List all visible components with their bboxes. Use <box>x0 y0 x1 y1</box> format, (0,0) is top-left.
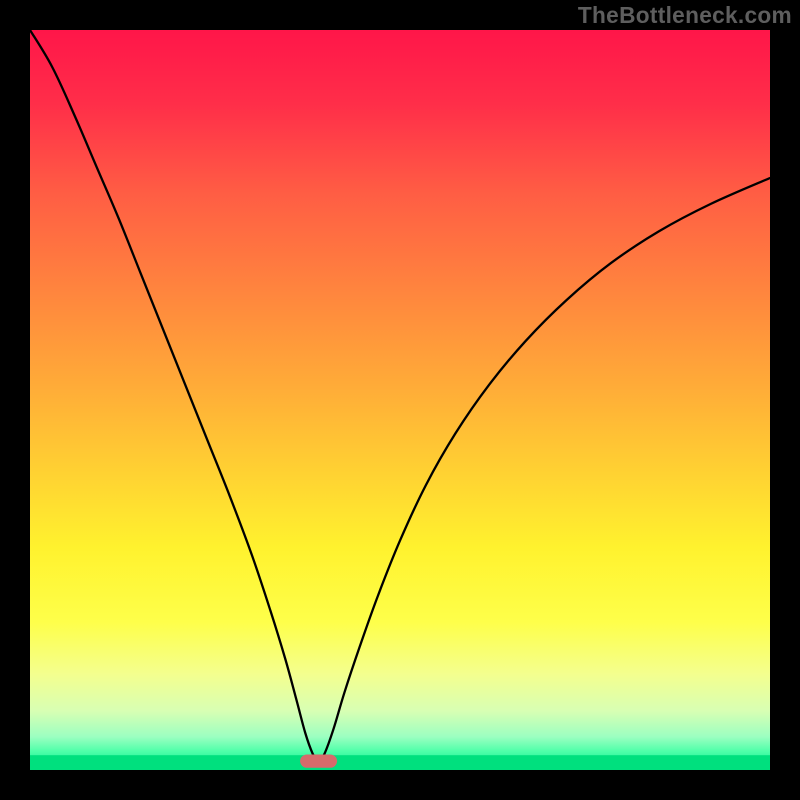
green-base-band <box>30 755 770 770</box>
bottleneck-curve-chart <box>0 0 800 800</box>
watermark-text: TheBottleneck.com <box>578 2 792 29</box>
minimum-marker <box>300 754 337 767</box>
gradient-background <box>30 30 770 770</box>
chart-container: { "source": { "watermark_text": "TheBott… <box>0 0 800 800</box>
